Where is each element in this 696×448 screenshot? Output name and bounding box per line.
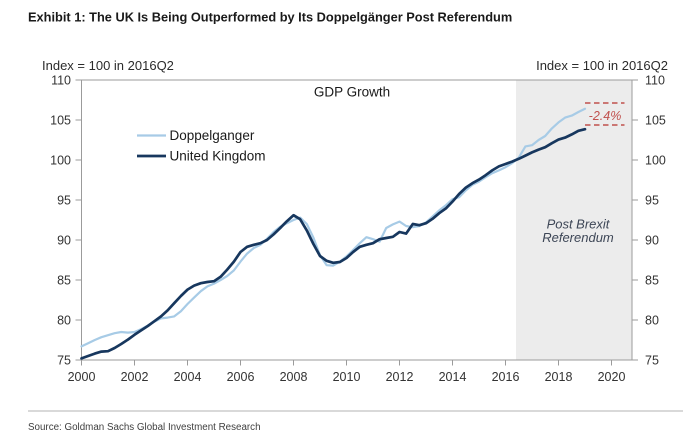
svg-text:2006: 2006	[227, 370, 255, 384]
svg-text:Exhibit 1: The UK Is Being Out: Exhibit 1: The UK Is Being Outperformed …	[28, 10, 512, 25]
svg-text:2010: 2010	[333, 370, 361, 384]
svg-text:95: 95	[645, 194, 659, 208]
svg-text:80: 80	[57, 314, 71, 328]
svg-text:85: 85	[57, 274, 71, 288]
svg-text:75: 75	[57, 354, 71, 368]
svg-text:105: 105	[645, 114, 666, 128]
svg-text:110: 110	[51, 74, 71, 88]
svg-text:2002: 2002	[121, 370, 149, 384]
svg-text:Index = 100 in 2016Q2: Index = 100 in 2016Q2	[536, 58, 668, 73]
svg-text:Doppelganger: Doppelganger	[170, 128, 255, 143]
svg-text:2018: 2018	[545, 370, 573, 384]
svg-text:GDP Growth: GDP Growth	[314, 85, 390, 100]
svg-text:105: 105	[50, 114, 71, 128]
svg-text:110: 110	[645, 74, 665, 88]
svg-text:2004: 2004	[174, 370, 202, 384]
svg-text:2008: 2008	[280, 370, 308, 384]
svg-text:2000: 2000	[68, 370, 96, 384]
svg-text:95: 95	[57, 194, 71, 208]
svg-text:90: 90	[57, 234, 71, 248]
svg-text:90: 90	[645, 234, 659, 248]
svg-text:2014: 2014	[439, 370, 467, 384]
svg-text:80: 80	[645, 314, 659, 328]
svg-text:100: 100	[50, 154, 71, 168]
svg-text:Index = 100 in 2016Q2: Index = 100 in 2016Q2	[42, 58, 174, 73]
svg-text:Post Brexit: Post Brexit	[547, 217, 611, 232]
svg-text:2012: 2012	[386, 370, 414, 384]
svg-text:-2.4%: -2.4%	[589, 109, 622, 123]
svg-text:100: 100	[645, 154, 666, 168]
svg-text:75: 75	[645, 354, 659, 368]
svg-text:2016: 2016	[492, 370, 520, 384]
svg-text:85: 85	[645, 274, 659, 288]
svg-text:2020: 2020	[598, 370, 626, 384]
svg-text:Source: Goldman Sachs Global I: Source: Goldman Sachs Global Investment …	[28, 422, 261, 433]
svg-text:United Kingdom: United Kingdom	[170, 149, 266, 164]
svg-text:Referendum: Referendum	[542, 230, 614, 245]
